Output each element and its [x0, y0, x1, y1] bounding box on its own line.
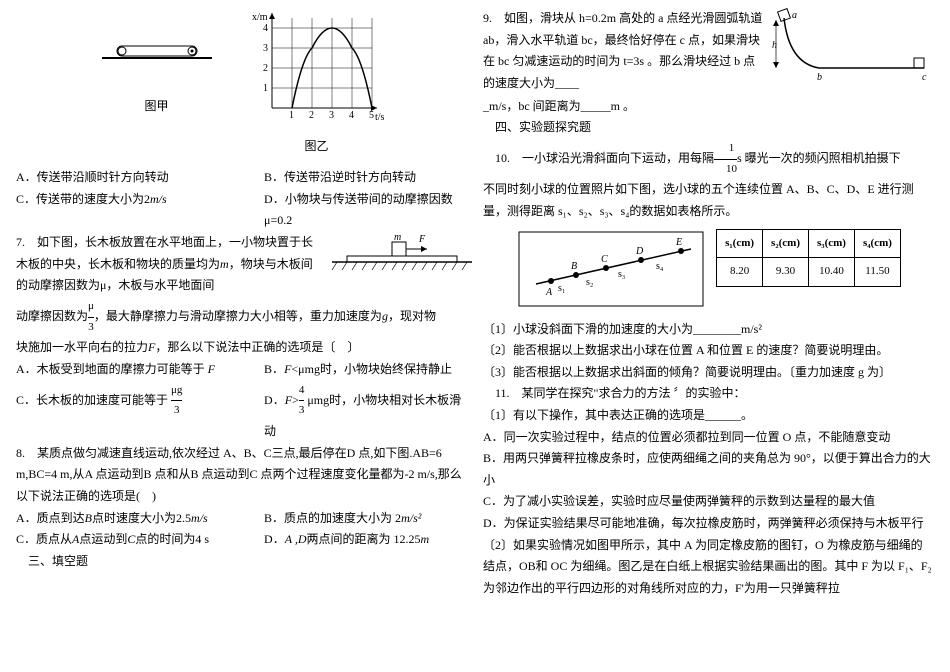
svg-text:a: a: [792, 10, 797, 21]
q7-row: 7. 如下图，长木板放置在水平地面上，一小物块置于长木板的中央，长木板和物块的质…: [16, 232, 467, 297]
svg-text:B: B: [571, 261, 577, 272]
th-s2: s₂(cm): [763, 229, 809, 258]
svg-text:A: A: [545, 287, 553, 298]
graph-diagram: x/m t/s 1 2 3 4 5 1 2 3 4: [247, 8, 387, 128]
q8-opt-b: B．质点的加速度大小为 2m/s²: [264, 508, 467, 530]
svg-text:s₃: s₃: [618, 269, 625, 280]
td-s2: 9.30: [763, 258, 809, 287]
svg-text:C: C: [601, 254, 608, 265]
yt4: 4: [263, 23, 268, 34]
q7-row-cd: C．长木板的加速度可能等于 μg3 D．F>43 μmg时，小物块相对长木板滑动: [16, 381, 467, 443]
svg-text:m: m: [394, 232, 401, 243]
yt1: 1: [263, 83, 268, 94]
q9-diagram: a h b c: [764, 8, 934, 88]
svg-text:s₂: s₂: [586, 277, 593, 288]
q10-stem2: 不同时刻小球的位置照片如下图，选小球的五个连续位置 A、B、C、D、E 进行测量…: [483, 179, 934, 222]
q8-row-ab: A．质点到达B点时速度大小为2.5m/s B．质点的加速度大小为 2m/s²: [16, 508, 467, 530]
q6-diagrams: 图甲 x/m t: [16, 8, 467, 157]
belt-diagram-wrap: 图甲: [97, 8, 217, 157]
q11-opt-a: A．同一次实验过程中，结点的位置必须都拉到同一位置 O 点，不能随意变动: [483, 427, 934, 449]
xt2: 2: [309, 110, 314, 121]
graph-diagram-wrap: x/m t/s 1 2 3 4 5 1 2 3 4 图乙: [247, 8, 387, 157]
svg-text:s₁: s₁: [558, 283, 565, 294]
svg-text:D: D: [635, 246, 644, 257]
q10-sub2: 〔2〕能否根据以上数据求出小球在位置 A 和位置 E 的速度？简要说明理由。: [483, 340, 934, 362]
q11-sub1: 〔1〕有以下操作，其中表达正确的选项是______。: [483, 405, 934, 427]
q7-row-ab: A．木板受到地面的摩擦力可能等于 F B．F<μmg时，小物块始终保持静止: [16, 359, 467, 381]
q8-opt-c: C．质点从A点运动到C点的时间为4 s: [16, 529, 264, 551]
q11-opt-d: D．为保证实验结果尽可能地准确，每次拉橡皮筋时，两弹簧秤必须保持与木板平行: [483, 513, 934, 535]
q10-stem: 10. 一小球沿光滑斜面向下运动，用每隔110s 曝光一次的频闪照相机拍摄下: [483, 139, 934, 180]
q8-stem: 8. 某质点做匀减速直线运动,依次经过 A、B、C三点,最后停在D 点,如下图.…: [16, 443, 467, 508]
graph-label: 图乙: [247, 136, 387, 158]
q9-text: 9. 如图，滑块从 h=0.2m 高处的 a 点经光滑圆弧轨道 ab，滑入水平轨…: [483, 8, 764, 96]
q7-opt-d: D．F>43 μmg时，小物块相对长木板滑动: [264, 381, 467, 443]
q7-diagram-wrap: m F: [317, 232, 467, 297]
q7-line2: 动摩擦因数为μ3，最大静摩擦力与滑动摩擦力大小相等，重力加速度为g，现对物: [16, 297, 467, 338]
svg-text:E: E: [675, 237, 682, 248]
q6-opt-a: A．传送带沿顺时针方向转动: [16, 167, 264, 189]
q10-data-row: A B C D E s₁ s₂ s₃ s₄ s₁(cm) s₂(cm) s₃(c…: [483, 229, 934, 309]
td-s4: 11.50: [854, 258, 900, 287]
q6-opt-b: B．传送带沿逆时针方向转动: [264, 167, 467, 189]
q9-blank-line: _m/s，bc 间距离为_____m 。: [483, 96, 934, 118]
th-s3: s₃(cm): [809, 229, 855, 258]
td-s3: 10.40: [809, 258, 855, 287]
yt2: 2: [263, 63, 268, 74]
q11-sub2: 〔2〕如果实验情况如图甲所示，其中 A 为同定橡皮筋的图钉，O 为橡皮筋与细绳的…: [483, 535, 934, 600]
belt-label: 图甲: [97, 96, 217, 118]
q7-text: 7. 如下图，长木板放置在水平地面上，一小物块置于长木板的中央，长木板和物块的质…: [16, 232, 317, 297]
svg-text:c: c: [922, 72, 927, 83]
yt3: 3: [263, 43, 268, 54]
q7-opt-b: B．F<μmg时，小物块始终保持静止: [264, 359, 467, 381]
q10-sub1: 〔1〕小球没斜面下滑的加速度的大小为________m/s²: [483, 319, 934, 341]
q11-opt-c: C．为了减小实验误差，实验时应尽量使两弹簧秤的示数到达量程的最大值: [483, 491, 934, 513]
q8-opt-a: A．质点到达B点时速度大小为2.5m/s: [16, 508, 264, 530]
left-column: 图甲 x/m t: [8, 8, 475, 664]
q6-row-cd: C．传送带的速度大小为2m/s D．小物块与传送带间的动摩擦因数μ=0.2: [16, 189, 467, 232]
q7-diagram: m F: [327, 232, 477, 272]
q9-diagram-wrap: a h b c: [764, 8, 934, 96]
snapshot-diagram: A B C D E s₁ s₂ s₃ s₄: [516, 229, 706, 309]
q8-row-cd: C．质点从A点运动到C点的时间为4 s D．A ,D两点间的距离为 12.25m: [16, 529, 467, 551]
q9-row: 9. 如图，滑块从 h=0.2m 高处的 a 点经光滑圆弧轨道 ab，滑入水平轨…: [483, 8, 934, 96]
right-column: 9. 如图，滑块从 h=0.2m 高处的 a 点经光滑圆弧轨道 ab，滑入水平轨…: [475, 8, 942, 664]
belt-diagram: [97, 8, 217, 88]
q11-stem: 11. 某同学在探究"求合力的方法 〞的实验中：: [483, 383, 934, 405]
section-4-title: 四、实验题探究题: [483, 117, 934, 139]
th-s1: s₁(cm): [717, 229, 763, 258]
q8-opt-d: D．A ,D两点间的距离为 12.25m: [264, 529, 467, 551]
q7-opt-c: C．长木板的加速度可能等于 μg3: [16, 381, 264, 443]
xt5: 5: [369, 110, 374, 121]
q6-opt-c: C．传送带的速度大小为2m/s: [16, 189, 264, 232]
xt4: 4: [349, 110, 354, 121]
x-axis-label: t/s: [375, 112, 385, 123]
svg-text:F: F: [418, 234, 426, 245]
y-axis-label: x/m: [252, 12, 268, 23]
q6-opt-d: D．小物块与传送带间的动摩擦因数μ=0.2: [264, 189, 467, 232]
xt3: 3: [329, 110, 334, 121]
section-3-title: 三、填空题: [16, 551, 467, 573]
q11-opt-b: B．用两只弹簧秤拉橡皮条时，应使两细绳之间的夹角总为 90°，以便于算出合力的大…: [483, 448, 934, 491]
q7-line3: 块施加一水平向右的拉力F，那么以下说法中正确的选项是〔 〕: [16, 337, 467, 359]
q10-sub3: 〔3〕能否根据以上数据求出斜面的倾角？简要说明理由。〔重力加速度 g 为〕: [483, 362, 934, 384]
q7-opt-a: A．木板受到地面的摩擦力可能等于 F: [16, 359, 264, 381]
th-s4: s₄(cm): [854, 229, 900, 258]
xt1: 1: [289, 110, 294, 121]
svg-text:b: b: [817, 72, 822, 83]
svg-text:s₄: s₄: [656, 261, 664, 272]
q10-table: s₁(cm) s₂(cm) s₃(cm) s₄(cm) 8.20 9.30 10…: [716, 229, 901, 288]
q6-row-ab: A．传送带沿顺时针方向转动 B．传送带沿逆时针方向转动: [16, 167, 467, 189]
td-s1: 8.20: [717, 258, 763, 287]
